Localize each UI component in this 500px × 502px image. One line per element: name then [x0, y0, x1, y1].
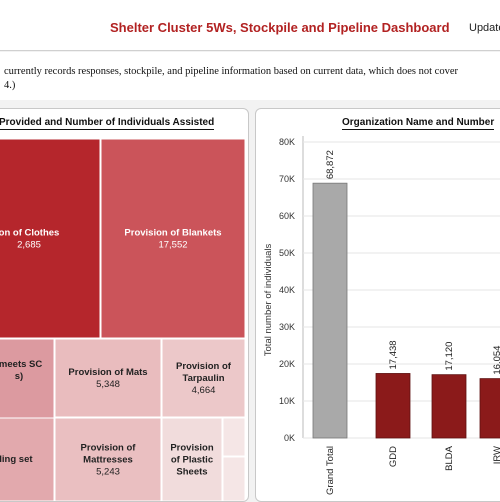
x-tick-label: GDD [388, 446, 399, 467]
treemap-cell[interactable] [100, 138, 246, 339]
x-tick-label: Grand Total [325, 446, 336, 495]
y-tick-label: 50K [279, 248, 295, 258]
treemap-cell-label: Provision of Mats [68, 367, 147, 378]
treemap-cell-label: Provision of [81, 443, 137, 454]
disclaimer-note: currently records responses, stockpile, … [0, 52, 500, 100]
bar[interactable] [479, 378, 500, 439]
bar-value-label: 17,438 [388, 340, 399, 369]
treemap-cell-value: 17,552 [158, 240, 187, 251]
y-tick-label: 0K [284, 433, 295, 443]
bar-chart: 0K 10K 20K 30K 40K 50K 60K 70K 80K Total number o… [263, 136, 500, 495]
bar[interactable] [375, 373, 411, 439]
treemap-cell-label: lding set [0, 454, 33, 465]
dashboard-title: Shelter Cluster 5Ws, Stockpile and Pipel… [110, 20, 450, 35]
y-axis-label: Total number of individuals [263, 244, 274, 357]
y-tick-label: 60K [279, 211, 295, 221]
treemap-cell-label: Provision of Blankets [124, 228, 221, 239]
x-tick-label: BLDA [444, 445, 455, 470]
treemap-cell-value: 5,243 [96, 467, 120, 478]
treemap-cell-label: on of Clothes [0, 228, 59, 239]
treemap-cell-label: Tarpaulin [182, 373, 224, 384]
y-tick-label: 20K [279, 359, 295, 369]
dashboard-header: Shelter Cluster 5Ws, Stockpile and Pipel… [0, 0, 500, 51]
treemap-cell-label: of Plastic [171, 455, 213, 466]
treemap-cell[interactable] [0, 417, 55, 501]
treemap-cell-label: Provision of [176, 361, 232, 372]
bar[interactable] [431, 374, 467, 439]
bar[interactable] [312, 182, 348, 439]
bar-chart-panel: Organization Name and Number 0K 10K 20K 30K… [255, 108, 500, 502]
updated-label: Update [469, 22, 500, 34]
treemap-cell-label: Provision [170, 443, 213, 454]
y-tick-label: 10K [279, 396, 295, 406]
treemap-cell[interactable] [54, 417, 162, 501]
y-tick-label: 70K [279, 174, 295, 184]
bar-value-label: 17,120 [444, 342, 455, 371]
treemap-cell-value: 4,664 [192, 385, 216, 396]
y-tick-label: 80K [279, 137, 295, 147]
bar-chart-title: Organization Name and Number [342, 117, 495, 130]
treemap-cell[interactable] [54, 338, 162, 418]
treemap-cell-label: (meets SC [0, 359, 42, 370]
treemap-cell-label: s) [15, 371, 23, 382]
bar-value-label: 16,054 [492, 346, 500, 375]
treemap-cell[interactable] [0, 138, 101, 339]
treemap-cell-value: 5,348 [96, 379, 120, 390]
treemap-panel: Provided and Number of Individuals Assis… [0, 108, 249, 502]
treemap-cell[interactable] [161, 417, 223, 501]
y-tick-label: 30K [279, 322, 295, 332]
treemap-cell-value: 2,685 [17, 240, 41, 251]
treemap-cell[interactable] [161, 338, 246, 418]
treemap-cell[interactable] [222, 417, 246, 457]
y-tick-label: 40K [279, 285, 295, 295]
treemap-cell[interactable] [222, 456, 246, 501]
note-line-2: 4.) [4, 80, 16, 91]
bar-value-label: 68,872 [325, 150, 336, 179]
treemap-cell-label: Mattresses [83, 455, 133, 466]
treemap-title: Provided and Number of Individuals Assis… [0, 117, 215, 130]
treemap-cell-label: Sheets [176, 467, 207, 478]
note-line-1: currently records responses, stockpile, … [4, 66, 458, 77]
x-tick-label: IRW [492, 446, 500, 464]
